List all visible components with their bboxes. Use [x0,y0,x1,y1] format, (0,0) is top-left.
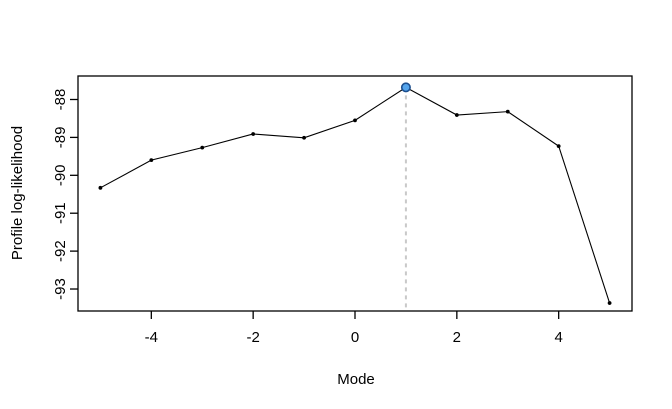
data-point [607,301,612,305]
data-point [556,144,561,149]
x-tick-label: 2 [453,329,461,346]
data-point [200,145,205,150]
x-tick-label: 0 [351,329,359,346]
y-tick-label: -91 [52,202,69,224]
plot-box [77,75,633,312]
x-axis-title: Mode [337,371,375,388]
highlight-point [400,82,411,93]
y-tick-label: -89 [52,127,69,149]
x-tick-label: 4 [555,329,563,346]
data-point [505,109,510,114]
data-point [302,135,306,140]
y-tick-label: -90 [52,164,69,186]
series-layer [98,82,612,305]
y-tick-label: -88 [52,89,69,111]
y-tick-label: -93 [52,278,69,300]
x-tick-label: -4 [145,329,158,346]
data-point [251,132,256,136]
axes-layer: -4 -2 0 2 4 -88 -89 -90 -91 -92 -93 [52,75,633,346]
y-axis-title: Profile log-likelihood [9,126,26,260]
x-tick-label: -2 [246,329,259,346]
y-tick-label: -92 [52,240,69,262]
data-point [454,113,459,117]
data-point [353,118,357,123]
data-point [98,185,103,190]
data-point [149,158,154,163]
